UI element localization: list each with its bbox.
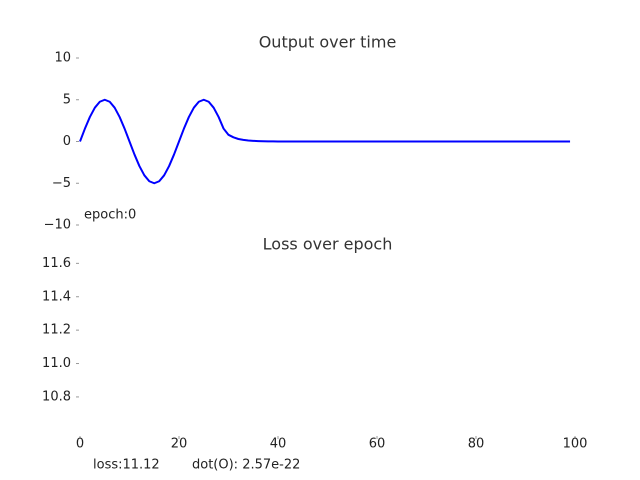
x-tick-label: 20 bbox=[171, 437, 188, 452]
y-tick-label: 10.8 bbox=[42, 389, 71, 404]
x-tick-label: 60 bbox=[369, 437, 386, 452]
y-tick-label: −5 bbox=[52, 176, 71, 191]
x-tick-label: 40 bbox=[270, 437, 287, 452]
chart-title: Output over time bbox=[259, 33, 397, 52]
x-tick-label: 80 bbox=[468, 437, 485, 452]
y-tick-label: −10 bbox=[44, 218, 71, 233]
x-tick-label: 100 bbox=[563, 437, 588, 452]
annotation: loss:11.12 bbox=[93, 458, 160, 473]
data-line bbox=[79, 98, 571, 185]
y-tick-label: 11.4 bbox=[42, 289, 71, 304]
y-tick-label: 10 bbox=[54, 51, 71, 66]
y-tick-label: 11.2 bbox=[42, 323, 71, 338]
y-tick-label: 5 bbox=[63, 92, 71, 107]
chart-title: Loss over epoch bbox=[263, 235, 393, 254]
y-tick-label: 0 bbox=[63, 134, 71, 149]
y-tick-label: 11.6 bbox=[42, 256, 71, 271]
y-tick-label: 11.0 bbox=[42, 356, 71, 371]
x-tick-label: 0 bbox=[76, 437, 84, 452]
annotation: epoch:0 bbox=[84, 208, 136, 223]
annotation: dot(O): 2.57e-22 bbox=[192, 458, 300, 473]
